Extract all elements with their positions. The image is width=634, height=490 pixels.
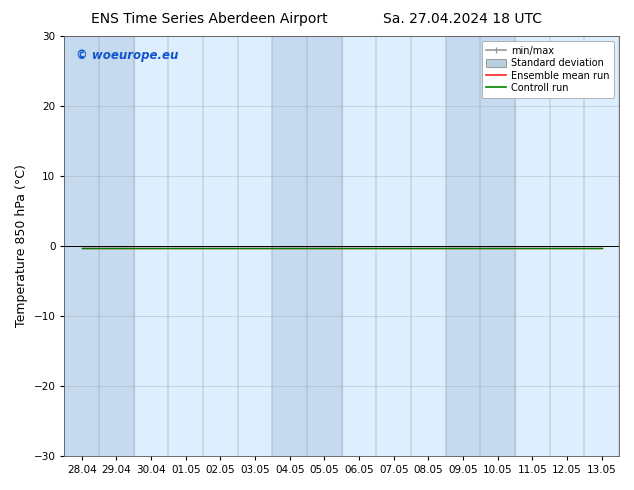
Bar bbox=[515, 36, 550, 456]
Bar bbox=[99, 36, 134, 456]
Bar bbox=[307, 36, 342, 456]
Bar bbox=[169, 36, 203, 456]
Bar bbox=[481, 36, 515, 456]
Bar bbox=[550, 36, 585, 456]
Bar bbox=[342, 36, 377, 456]
Bar bbox=[203, 36, 238, 456]
Text: Sa. 27.04.2024 18 UTC: Sa. 27.04.2024 18 UTC bbox=[384, 12, 542, 26]
Bar bbox=[65, 36, 99, 456]
Y-axis label: Temperature 850 hPa (°C): Temperature 850 hPa (°C) bbox=[15, 165, 28, 327]
Legend: min/max, Standard deviation, Ensemble mean run, Controll run: min/max, Standard deviation, Ensemble me… bbox=[482, 41, 614, 98]
Bar bbox=[411, 36, 446, 456]
Bar bbox=[446, 36, 481, 456]
Bar bbox=[134, 36, 169, 456]
Bar bbox=[446, 36, 481, 456]
Bar bbox=[99, 36, 134, 456]
Bar bbox=[273, 36, 307, 456]
Bar bbox=[585, 36, 619, 456]
Text: ENS Time Series Aberdeen Airport: ENS Time Series Aberdeen Airport bbox=[91, 12, 328, 26]
Bar bbox=[273, 36, 307, 456]
Bar bbox=[377, 36, 411, 456]
Bar bbox=[65, 36, 99, 456]
Bar bbox=[481, 36, 515, 456]
Bar bbox=[307, 36, 342, 456]
Text: © woeurope.eu: © woeurope.eu bbox=[75, 49, 178, 62]
Bar bbox=[238, 36, 273, 456]
